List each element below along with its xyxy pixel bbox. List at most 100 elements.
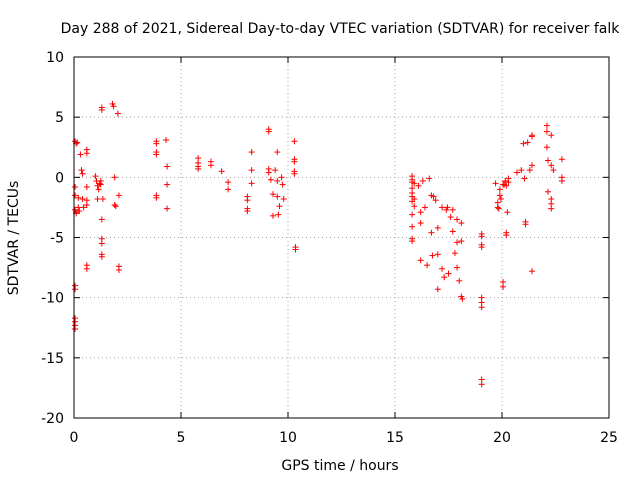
- data-point: [522, 221, 529, 228]
- data-point: [494, 204, 501, 211]
- data-point: [439, 265, 446, 272]
- data-point: [83, 183, 90, 190]
- data-point: [153, 194, 160, 201]
- plot-frame: [73, 56, 610, 419]
- data-point: [77, 151, 84, 158]
- data-point: [95, 186, 102, 193]
- data-point: [265, 169, 272, 176]
- data-point: [92, 173, 99, 180]
- data-point: [528, 162, 535, 169]
- data-point: [454, 239, 461, 246]
- data-point: [503, 182, 510, 189]
- data-point: [497, 195, 504, 202]
- data-point: [409, 238, 416, 245]
- data-point: [76, 208, 83, 215]
- x-tick-label: 25: [600, 430, 618, 446]
- data-point: [115, 266, 122, 273]
- x-tick-label: 5: [177, 430, 186, 446]
- data-point: [83, 265, 90, 272]
- data-point: [248, 180, 255, 187]
- data-point: [548, 205, 555, 212]
- y-tick-label: 10: [46, 50, 64, 66]
- chart-title: Day 288 of 2021, Sidereal Day-to-day VTE…: [61, 21, 621, 37]
- data-point: [518, 167, 525, 174]
- data-point: [278, 174, 285, 181]
- data-point: [98, 240, 105, 247]
- data-point: [558, 156, 565, 163]
- data-point: [72, 183, 79, 190]
- y-tick-labels: -20 -15 -10 -5 0 5 10: [41, 50, 64, 427]
- data-point: [153, 140, 160, 147]
- data-point: [115, 192, 122, 199]
- data-point: [458, 220, 465, 227]
- data-point: [274, 149, 281, 156]
- data-point: [524, 139, 531, 146]
- data-point: [164, 163, 171, 170]
- data-point: [279, 181, 286, 188]
- data-point: [548, 132, 555, 139]
- data-point: [291, 138, 298, 145]
- data-point: [426, 175, 433, 182]
- grid: [74, 57, 609, 418]
- data-point: [276, 203, 283, 210]
- data-point: [248, 167, 255, 174]
- x-tick-label: 20: [493, 430, 511, 446]
- data-point: [225, 179, 232, 186]
- data-point: [98, 216, 105, 223]
- x-axis-label: GPS time / hours: [281, 458, 398, 474]
- data-point: [550, 167, 557, 174]
- data-point: [434, 251, 441, 258]
- data-point: [248, 149, 255, 156]
- data-point: [72, 192, 79, 199]
- data-point: [83, 197, 90, 204]
- data-point: [417, 257, 424, 264]
- data-point: [445, 270, 452, 277]
- data-point: [478, 381, 485, 388]
- data-point: [83, 150, 90, 157]
- data-point: [99, 195, 106, 202]
- data-point: [513, 169, 520, 176]
- data-point: [291, 170, 298, 177]
- data-point: [439, 204, 446, 211]
- data-point: [424, 262, 431, 269]
- data-point: [502, 177, 509, 184]
- data-point: [415, 182, 422, 189]
- data-point: [444, 204, 451, 211]
- data-point: [526, 167, 533, 174]
- data-point: [521, 175, 528, 182]
- data-point: [478, 244, 485, 251]
- data-point: [274, 177, 281, 184]
- data-point: [280, 195, 287, 202]
- x-tick-label: 15: [386, 430, 404, 446]
- data-point: [454, 264, 461, 271]
- data-point: [207, 162, 214, 169]
- data-point: [429, 252, 436, 259]
- data-point: [72, 286, 79, 293]
- data-point: [449, 228, 456, 235]
- data-point: [195, 165, 202, 172]
- y-tick-label: 0: [55, 170, 64, 186]
- data-point: [528, 132, 535, 139]
- data-point: [275, 211, 282, 218]
- data-point: [432, 197, 439, 204]
- y-tick-label: -15: [41, 351, 64, 367]
- data-point: [454, 216, 461, 223]
- data-point: [409, 211, 416, 218]
- data-point: [417, 209, 424, 216]
- data-point: [75, 194, 82, 201]
- data-point: [441, 274, 448, 281]
- data-point: [79, 195, 86, 202]
- data-point: [98, 106, 105, 113]
- data-point: [447, 214, 454, 221]
- data-point: [164, 181, 171, 188]
- data-point: [434, 286, 441, 293]
- data-point: [225, 186, 232, 193]
- data-point: [80, 204, 87, 211]
- data-point: [74, 139, 81, 146]
- data-point: [111, 174, 118, 181]
- data-point: [409, 223, 416, 230]
- y-axis-label: SDTVAR / TECUs: [6, 181, 22, 296]
- data-point: [419, 177, 426, 184]
- data-point: [458, 238, 465, 245]
